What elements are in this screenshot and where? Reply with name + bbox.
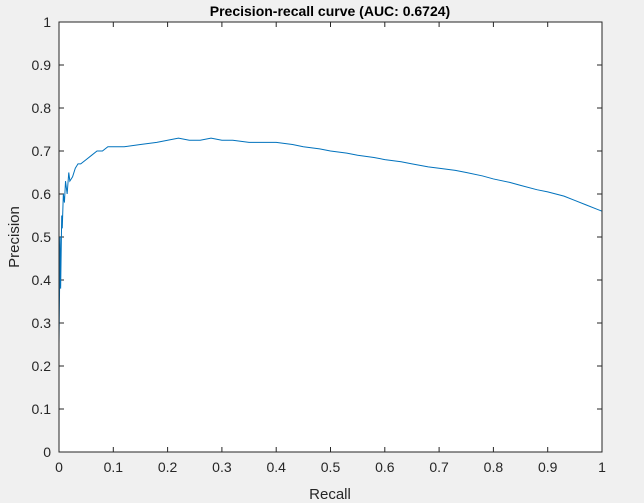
x-tick-label: 0.8 [484,459,504,475]
x-tick-label: 0.4 [266,459,286,475]
y-tick-label: 0.2 [32,358,52,374]
y-tick-label: 1 [43,14,51,30]
x-tick-label: 1 [598,459,606,475]
x-axis-label: Recall [309,486,351,503]
chart-title: Precision-recall curve (AUC: 0.6724) [210,3,450,19]
x-tick-label: 0.2 [158,459,178,475]
x-axis-ticks: 0 0.1 0.2 0.3 0.4 0.5 0.6 0.7 0.8 0.9 1 [55,22,606,475]
x-tick-label: 0.7 [429,459,449,475]
y-tick-label: 0.4 [32,272,52,288]
x-tick-label: 0.6 [375,459,395,475]
x-tick-label: 0.3 [212,459,232,475]
y-tick-label: 0.5 [32,229,52,245]
y-tick-label: 0.1 [32,401,52,417]
y-tick-label: 0.8 [32,100,52,116]
x-tick-label: 0.5 [321,459,341,475]
precision-recall-line [58,22,603,452]
x-tick-label: 0 [55,459,63,475]
y-axis-ticks: 0 0.1 0.2 0.3 0.4 0.5 0.6 0.7 0.8 0.9 1 [32,14,602,460]
y-axis-label: Precision [6,206,23,268]
axes-background [59,22,602,452]
y-tick-label: 0.7 [32,143,52,159]
y-tick-label: 0.9 [32,57,52,73]
y-tick-label: 0.6 [32,186,52,202]
y-tick-label: 0.3 [32,315,52,331]
x-tick-label: 0.1 [104,459,124,475]
y-tick-label: 0 [43,444,51,460]
axes-box [58,21,603,453]
x-tick-label: 0.9 [538,459,558,475]
